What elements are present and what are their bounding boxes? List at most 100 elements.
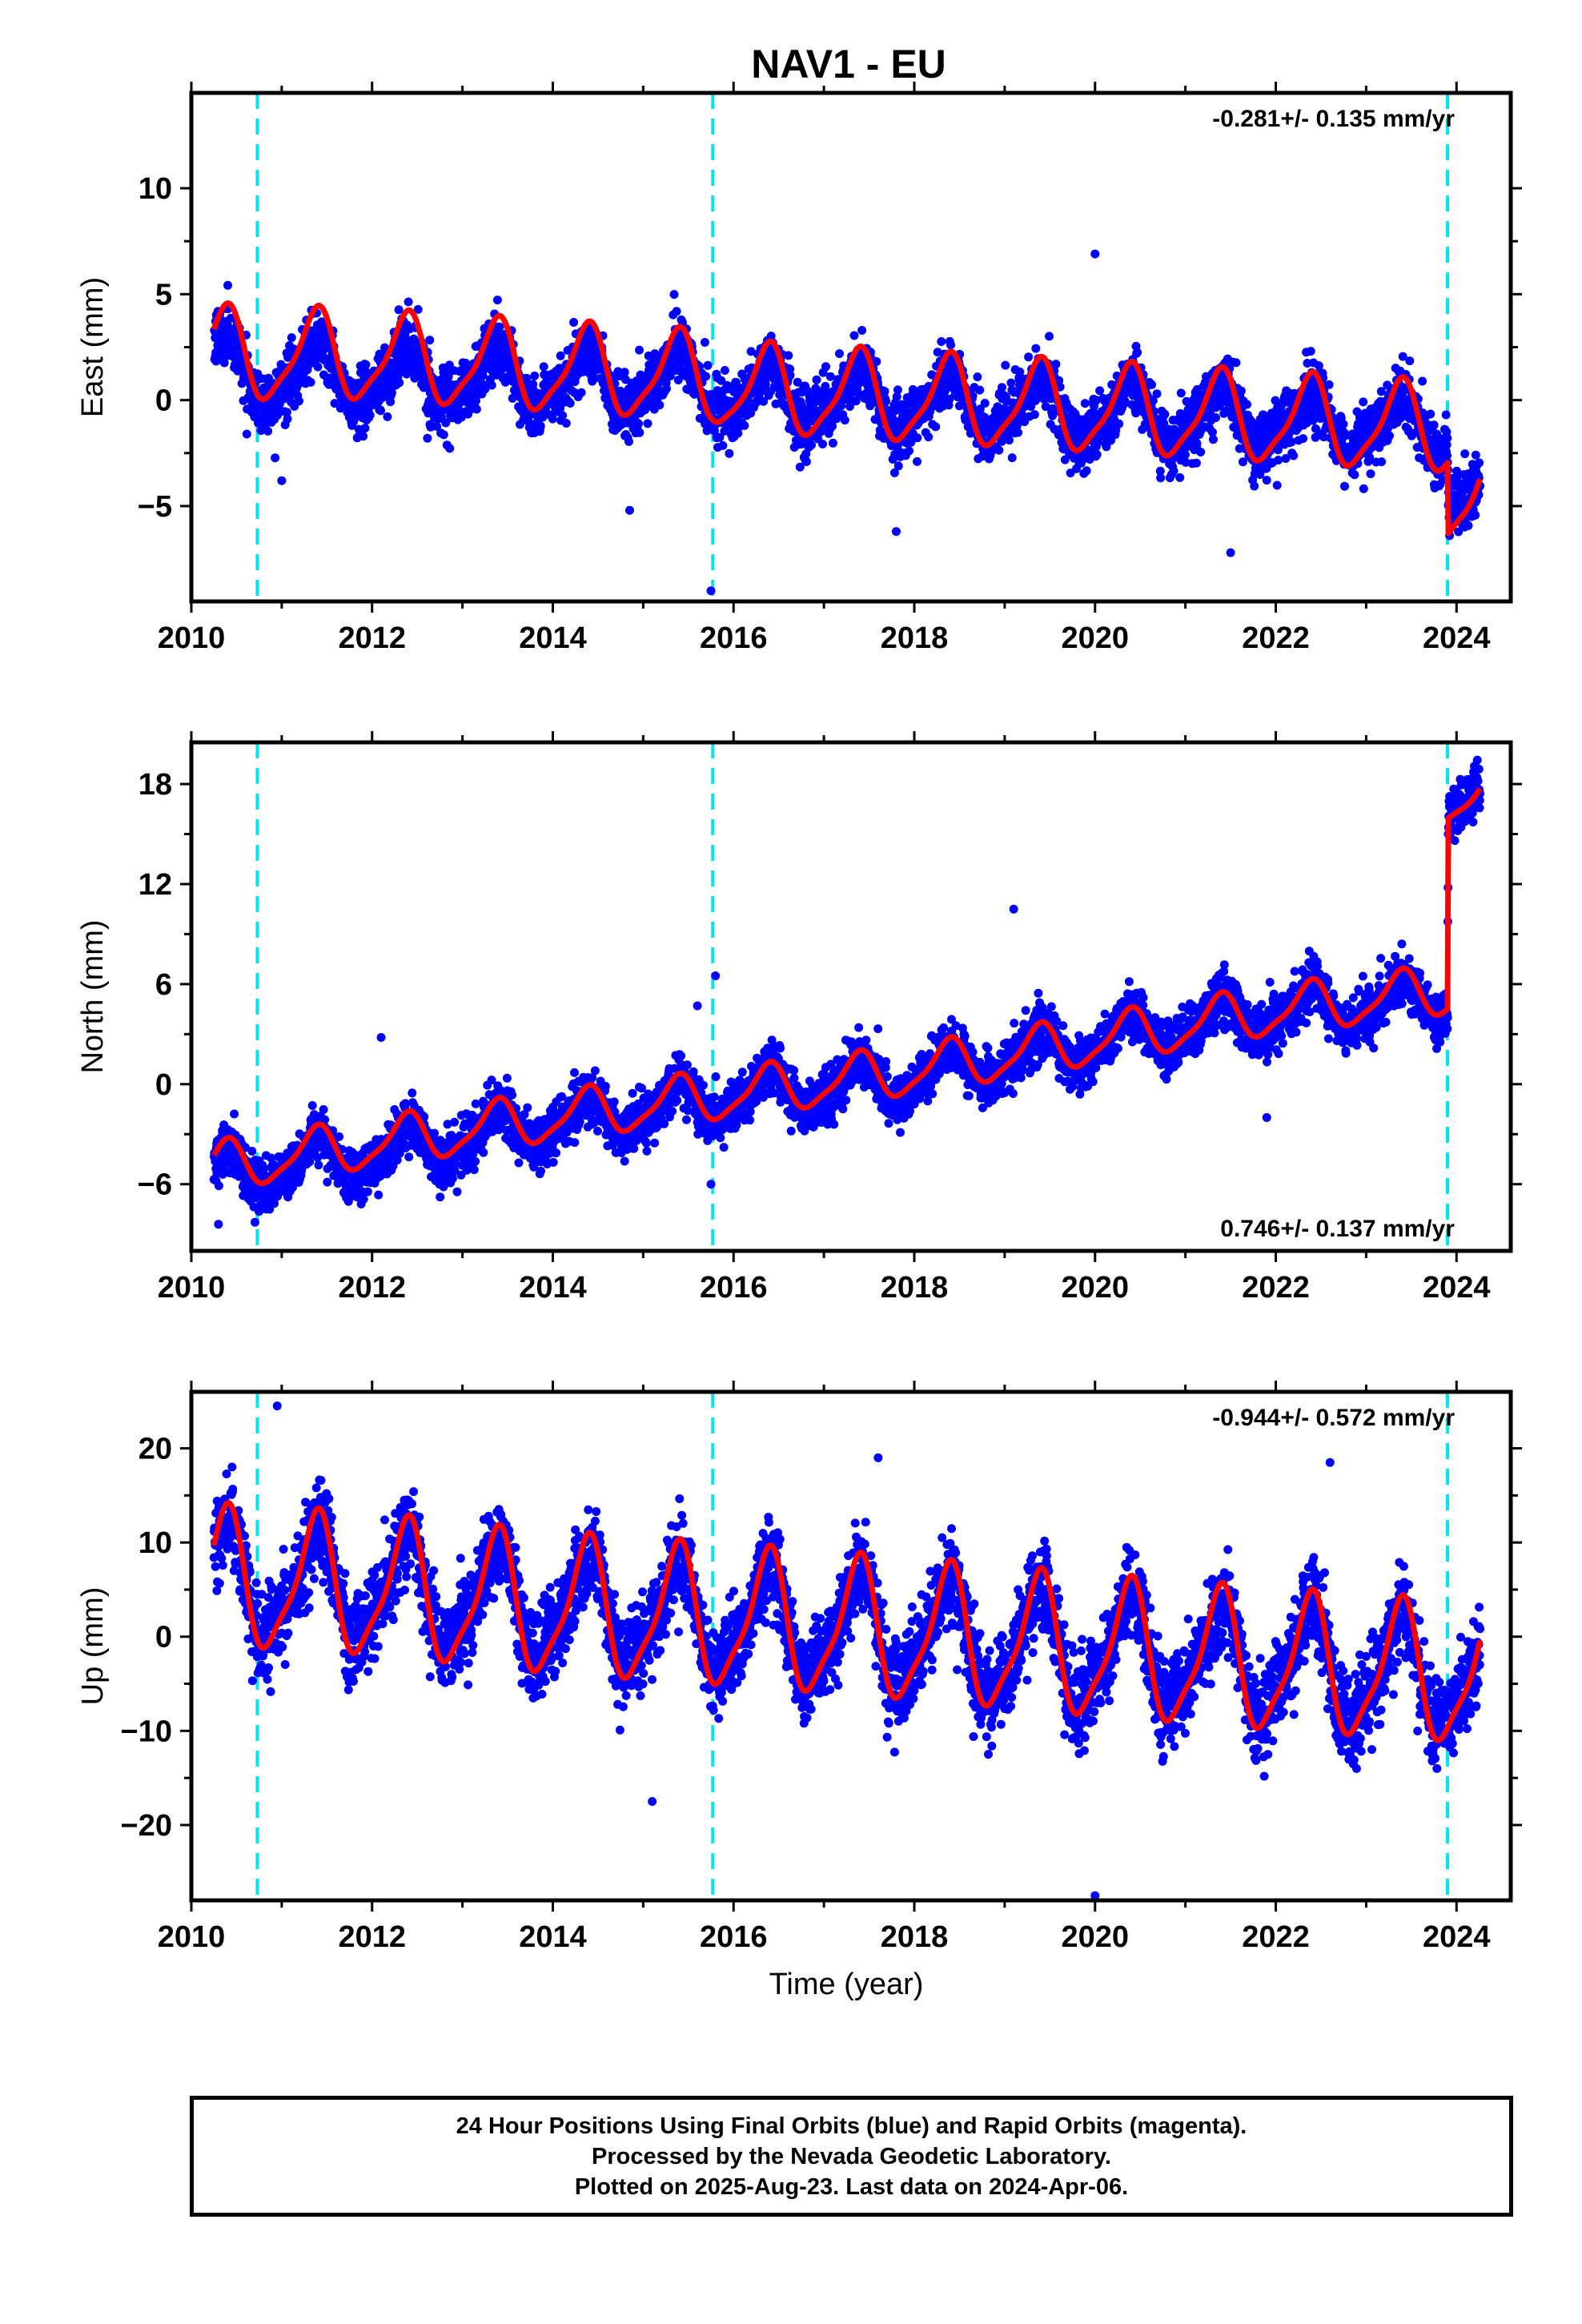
- east-data-point: [1306, 347, 1315, 356]
- east-data-point: [1152, 389, 1162, 399]
- east-data-point: [287, 333, 296, 343]
- east-data-point: [478, 371, 488, 380]
- east-y-tick-label: 5: [155, 278, 172, 312]
- east-data-point: [725, 448, 734, 458]
- east-data-point: [273, 410, 283, 420]
- east-data-point: [1147, 380, 1156, 389]
- east-data-point: [669, 290, 679, 300]
- east-data-point: [1405, 356, 1415, 366]
- east-data-point: [548, 414, 557, 424]
- east-data-point: [569, 318, 579, 327]
- east-data-point: [1080, 399, 1090, 408]
- east-data-point: [283, 414, 292, 424]
- east-outlier-point: [706, 586, 716, 596]
- east-data-point: [432, 422, 442, 431]
- east-data-point: [849, 331, 859, 340]
- east-data-point: [893, 385, 902, 395]
- east-data-point: [561, 419, 571, 428]
- east-data-point: [528, 380, 538, 389]
- east-outlier-point: [277, 476, 287, 485]
- east-data-point: [1095, 386, 1105, 396]
- east-data-point: [313, 362, 323, 372]
- east-data-point: [1014, 428, 1023, 437]
- east-data-point: [1340, 481, 1349, 491]
- east-data-point: [1160, 409, 1170, 419]
- east-data-point: [226, 313, 235, 323]
- east-data-point: [905, 446, 914, 456]
- east-data-point: [635, 428, 644, 437]
- east-outlier-point: [1090, 249, 1100, 259]
- north-panel: 2010 2012 2014 2016 2018 2020 2022 2024−6061218…: [76, 731, 1522, 1305]
- east-data-point: [219, 358, 229, 368]
- east-data-points: [210, 249, 1485, 596]
- east-data-point: [1366, 469, 1375, 479]
- east-y-tick-label: 0: [155, 384, 172, 418]
- east-data-point: [1169, 466, 1178, 476]
- east-data-point: [1429, 420, 1439, 430]
- east-data-point: [360, 424, 370, 433]
- east-data-point: [924, 432, 934, 442]
- east-outlier-point: [891, 527, 901, 537]
- east-y-tick-label: −5: [138, 490, 172, 524]
- east-data-point: [1464, 521, 1473, 530]
- east-data-point: [480, 384, 490, 394]
- east-data-point: [1359, 397, 1368, 407]
- east-y-tick-label: 10: [139, 172, 172, 206]
- east-data-point: [1314, 361, 1323, 371]
- east-data-point: [1031, 344, 1041, 353]
- east-data-point: [263, 426, 273, 436]
- east-x-tick-label: 2014: [519, 621, 587, 655]
- east-data-point: [423, 433, 432, 443]
- east-data-point: [1262, 476, 1271, 485]
- east-data-point: [1299, 434, 1308, 444]
- east-data-point: [937, 337, 946, 346]
- east-data-point: [1471, 510, 1480, 520]
- east-data-point: [1443, 433, 1452, 443]
- east-data-point: [1460, 449, 1470, 459]
- north-plot-area: [209, 742, 1485, 1251]
- east-data-point: [701, 372, 711, 381]
- east-data-point: [1350, 470, 1359, 480]
- east-data-point: [1133, 348, 1142, 357]
- east-data-point: [1236, 386, 1246, 396]
- east-data-point: [387, 388, 396, 398]
- east-data-point: [973, 372, 982, 382]
- east-data-point: [1441, 410, 1451, 420]
- east-data-point: [1045, 332, 1054, 341]
- east-data-point: [330, 399, 339, 408]
- east-data-point: [634, 419, 643, 428]
- east-data-point: [857, 326, 867, 335]
- east-data-point: [1092, 450, 1102, 460]
- east-data-point: [801, 457, 811, 466]
- east-data-point: [383, 412, 392, 421]
- east-data-point: [998, 383, 1006, 392]
- east-data-point: [361, 367, 371, 376]
- east-data-point: [376, 406, 385, 416]
- east-data-point: [1175, 472, 1185, 482]
- east-x-tick-label: 2016: [700, 621, 768, 655]
- east-data-point: [1005, 436, 1014, 445]
- east-x-tick-label: 2020: [1061, 621, 1129, 655]
- east-data-point: [835, 349, 844, 359]
- east-data-point: [413, 304, 423, 314]
- east-data-point: [1156, 473, 1166, 483]
- east-data-point: [828, 438, 837, 448]
- north-data-point: [214, 1181, 223, 1191]
- east-data-point: [761, 380, 770, 389]
- east-data-point: [703, 360, 713, 370]
- east-data-point: [975, 385, 985, 395]
- east-data-point: [306, 377, 315, 387]
- figure-title: NAV1 - EU: [751, 42, 946, 86]
- east-data-point: [784, 351, 793, 360]
- east-data-point: [496, 365, 506, 375]
- east-data-point: [1001, 360, 1010, 370]
- east-data-point: [1250, 481, 1259, 491]
- east-data-point: [1272, 480, 1282, 490]
- east-data-point: [1243, 400, 1251, 409]
- east-data-point: [1471, 450, 1480, 460]
- east-y-axis-title: East (mm): [76, 277, 110, 417]
- east-data-point: [565, 399, 575, 408]
- east-data-point: [472, 404, 481, 414]
- east-data-point: [1196, 448, 1206, 456]
